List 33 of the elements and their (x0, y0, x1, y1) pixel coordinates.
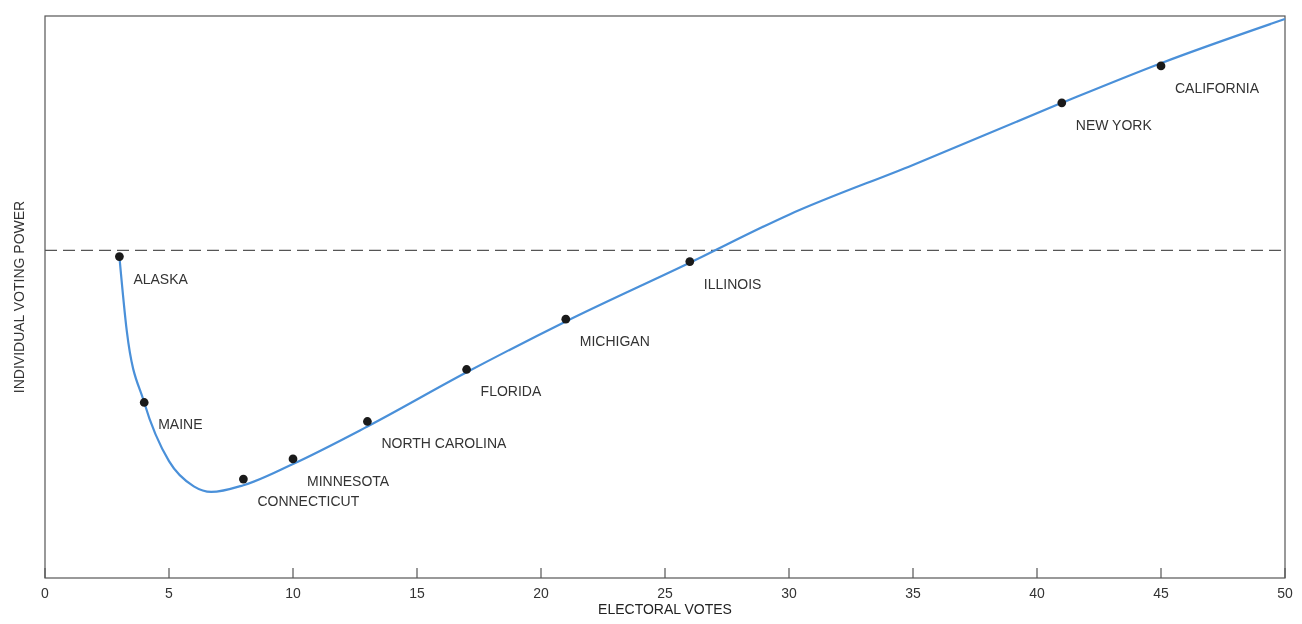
y-axis-title: INDIVIDUAL VOTING POWER (11, 200, 27, 394)
point (1156, 61, 1166, 71)
x-tick-label: 20 (533, 585, 549, 601)
annotation: CONNECTICUT (257, 493, 360, 510)
x-axis-title: ELECTORAL VOTES (598, 601, 732, 617)
point (239, 474, 248, 484)
annotation: NEW YORK (1075, 116, 1153, 133)
x-tick-label: 15 (409, 585, 425, 601)
point (139, 398, 149, 407)
point (115, 252, 124, 261)
annotation: NORTH CAROLINA (381, 435, 508, 452)
x-tick-label: 45 (1153, 585, 1169, 601)
x-tick-label: 40 (1029, 585, 1045, 601)
annotation: MINNESOTA (307, 472, 390, 489)
point (462, 365, 471, 374)
point (685, 257, 695, 266)
annotation: ILLINOIS (703, 275, 762, 292)
x-tick-label: 30 (781, 585, 797, 601)
point (1057, 98, 1067, 108)
x-tick-label: 5 (165, 585, 174, 601)
x-tick-label: 25 (657, 585, 673, 601)
annotation: MICHIGAN (579, 333, 650, 350)
point (288, 454, 298, 464)
x-tick-label: 35 (905, 585, 921, 601)
annotation: ALASKA (133, 270, 189, 287)
annotation: CALIFORNIA (1175, 79, 1260, 96)
x-tick-label: 50 (1277, 585, 1293, 601)
x-tick-label: 10 (285, 585, 301, 601)
annotation: MAINE (158, 416, 203, 433)
annotation: FLORIDA (480, 383, 542, 400)
point (561, 314, 571, 324)
point (363, 417, 372, 426)
x-tick-label: 0 (41, 585, 50, 601)
